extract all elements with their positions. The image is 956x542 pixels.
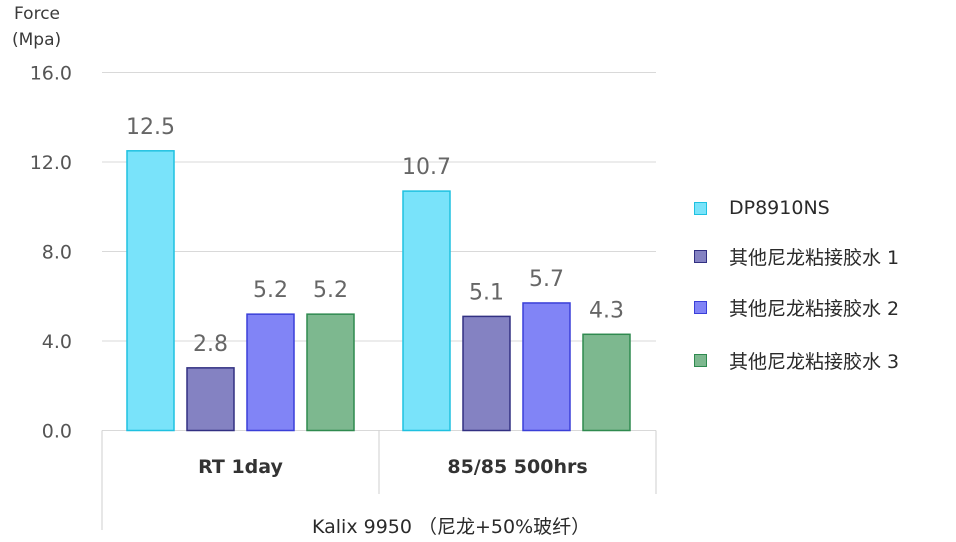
bar bbox=[582, 333, 631, 432]
legend-swatch bbox=[694, 300, 707, 314]
data-label: 5.2 bbox=[313, 278, 348, 303]
y-tick-label: 16.0 bbox=[30, 63, 72, 85]
legend-label: DP8910NS bbox=[729, 197, 830, 219]
data-label: 12.5 bbox=[126, 115, 175, 140]
y-axis-label: Force bbox=[14, 4, 60, 24]
bar bbox=[522, 302, 571, 432]
bar bbox=[402, 190, 451, 432]
legend-label: 其他尼龙粘接胶水 2 bbox=[729, 297, 900, 320]
legend-swatch bbox=[694, 201, 707, 215]
legend-item-other-1: 其他尼龙粘接胶水 1 bbox=[694, 244, 900, 269]
data-label: 5.7 bbox=[529, 267, 564, 292]
data-label: 2.8 bbox=[193, 332, 228, 357]
y-tick-label: 8.0 bbox=[42, 242, 72, 264]
data-label: 5.2 bbox=[253, 278, 288, 303]
bar bbox=[186, 367, 235, 432]
legend-swatch bbox=[694, 249, 707, 263]
bar bbox=[246, 313, 295, 432]
legend-item-other-3: 其他尼龙粘接胶水 3 bbox=[694, 348, 900, 373]
legend-item-other-2: 其他尼龙粘接胶水 2 bbox=[694, 295, 900, 320]
category-label: 85/85 500hrs bbox=[447, 456, 587, 478]
y-axis-unit: (Mpa) bbox=[12, 30, 62, 50]
data-label: 5.1 bbox=[469, 280, 504, 305]
data-label: 10.7 bbox=[402, 155, 451, 180]
bar bbox=[126, 150, 175, 432]
category-label: RT 1day bbox=[198, 456, 283, 478]
legend-swatch bbox=[694, 353, 707, 367]
legend-item-dp8910ns: DP8910NS bbox=[694, 196, 830, 220]
y-tick-label: 12.0 bbox=[30, 152, 72, 174]
legend-label: 其他尼龙粘接胶水 3 bbox=[729, 350, 900, 373]
y-tick-label: 4.0 bbox=[42, 331, 72, 353]
bar bbox=[306, 313, 355, 432]
data-label: 4.3 bbox=[589, 298, 624, 323]
y-tick-label: 0.0 bbox=[42, 421, 72, 443]
bar bbox=[462, 315, 511, 432]
legend-label: 其他尼龙粘接胶水 1 bbox=[729, 246, 900, 269]
x-axis-label: Kalix 9950 （尼龙+50%玻纤） bbox=[312, 516, 591, 538]
